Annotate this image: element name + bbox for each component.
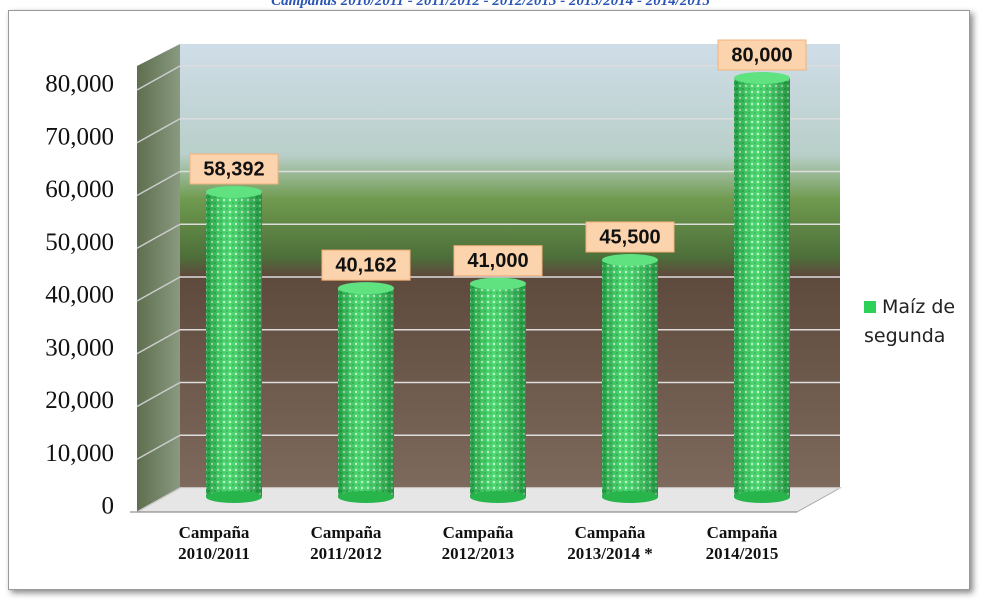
bar-shade xyxy=(602,259,658,497)
y-tick-label: 30,000 xyxy=(45,334,114,361)
bar-base xyxy=(206,491,262,503)
y-tick-label: 50,000 xyxy=(45,229,114,256)
y-tick-label: 70,000 xyxy=(45,123,114,150)
x-tick-label: Campaña 2013/2014 * xyxy=(567,523,653,563)
x-tick-label: Campaña 2012/2013 xyxy=(441,523,515,563)
value-label: 58,392 xyxy=(203,158,264,180)
bar-base xyxy=(734,491,790,503)
y-tick-label: 80,000 xyxy=(45,71,114,98)
value-label-box xyxy=(453,245,543,277)
x-tick-label: Campaña 2014/2015 xyxy=(705,523,779,563)
value-label: 40,162 xyxy=(335,254,396,276)
y-tick-label: 60,000 xyxy=(45,176,114,203)
side-wall xyxy=(137,44,180,512)
value-label-box xyxy=(189,153,279,185)
y-tick-label: 40,000 xyxy=(45,282,114,309)
y-tick-label: 0 xyxy=(102,493,115,520)
legend-swatch xyxy=(864,301,876,313)
grid-line xyxy=(136,329,181,355)
grid-line xyxy=(136,223,181,249)
bar-shade xyxy=(338,288,394,497)
bar-shade xyxy=(470,283,526,497)
subtitle: Campañas 2010/2011 - 2011/2012 - 2012/20… xyxy=(271,0,710,9)
bar-top xyxy=(338,282,394,295)
value-label: 80,000 xyxy=(731,44,792,66)
bar-shade xyxy=(206,191,262,498)
grid-line xyxy=(136,170,181,197)
x-tick-label: Campaña 2011/2012 xyxy=(310,523,382,563)
grid-line xyxy=(136,276,181,302)
grid-line xyxy=(136,487,181,513)
bar-base xyxy=(602,491,658,503)
bar-top xyxy=(470,277,526,290)
bar-top xyxy=(206,185,262,198)
grid-line xyxy=(136,381,181,408)
bar-top xyxy=(734,72,790,84)
grid-line xyxy=(136,434,181,460)
value-label-box xyxy=(321,249,411,281)
grid-line xyxy=(136,65,181,91)
bar-base xyxy=(338,491,394,503)
grid-line xyxy=(136,118,181,144)
y-tick-label: 10,000 xyxy=(45,440,114,467)
bar-base xyxy=(470,491,526,503)
value-label-box xyxy=(585,221,675,253)
value-label-box xyxy=(717,39,807,71)
bar-top xyxy=(602,253,658,266)
value-label: 41,000 xyxy=(467,250,528,272)
x-tick-label: Campaña 2010/2011 xyxy=(178,523,250,563)
y-tick-label: 20,000 xyxy=(45,387,114,414)
bar-shade xyxy=(734,78,790,497)
value-label: 45,500 xyxy=(599,226,660,248)
legend-label: Maíz de segunda xyxy=(864,296,956,347)
legend: Maíz de segunda xyxy=(864,293,976,351)
